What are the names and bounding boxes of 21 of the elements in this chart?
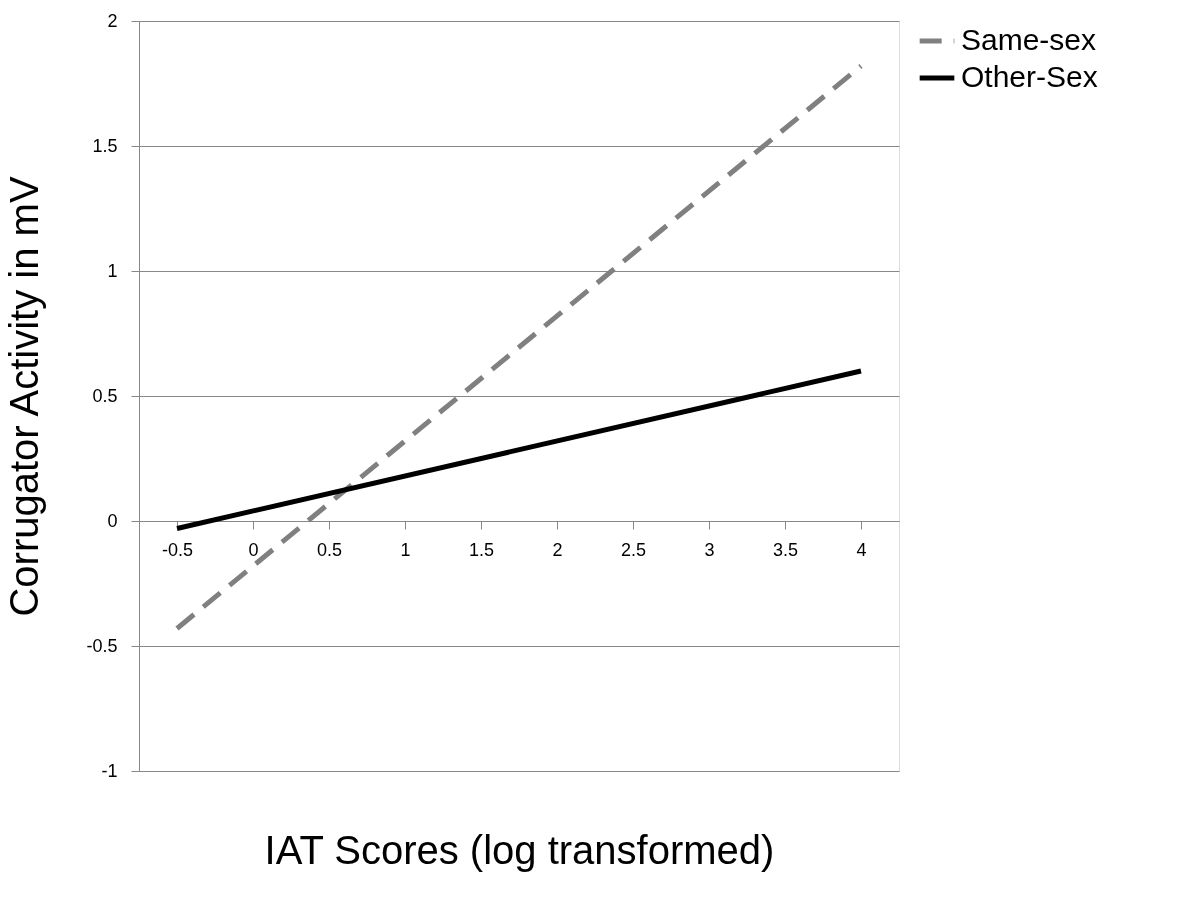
y-tick-label: 0.5: [92, 385, 118, 406]
x-tick-label: 1: [400, 539, 411, 560]
x-tick-label: -0.5: [161, 539, 194, 560]
x-tick-label: 0.5: [316, 539, 343, 560]
y-tick-label: 0: [107, 510, 118, 531]
legend-label: Other-Sex: [961, 60, 1098, 93]
x-tick-label: 2.5: [620, 539, 647, 560]
legend-label: Same-sex: [961, 23, 1097, 56]
y-axis-title: Corrugator Activity in mV: [2, 176, 47, 617]
x-tick-label: 2: [552, 539, 563, 560]
y-tick-label: 1: [107, 260, 118, 281]
x-axis-title: IAT Scores (log transformed): [264, 827, 775, 872]
x-tick-label: 3.5: [772, 539, 799, 560]
x-tick-label: 0: [248, 539, 259, 560]
y-tick-label: 1.5: [92, 135, 118, 156]
x-tick-label: 3: [704, 539, 715, 560]
y-tick-label: -1: [101, 760, 118, 781]
y-tick-label: 2: [107, 10, 118, 31]
y-tick-label: -0.5: [86, 635, 118, 656]
x-tick-label: 4: [856, 539, 867, 560]
x-tick-label: 1.5: [468, 539, 495, 560]
